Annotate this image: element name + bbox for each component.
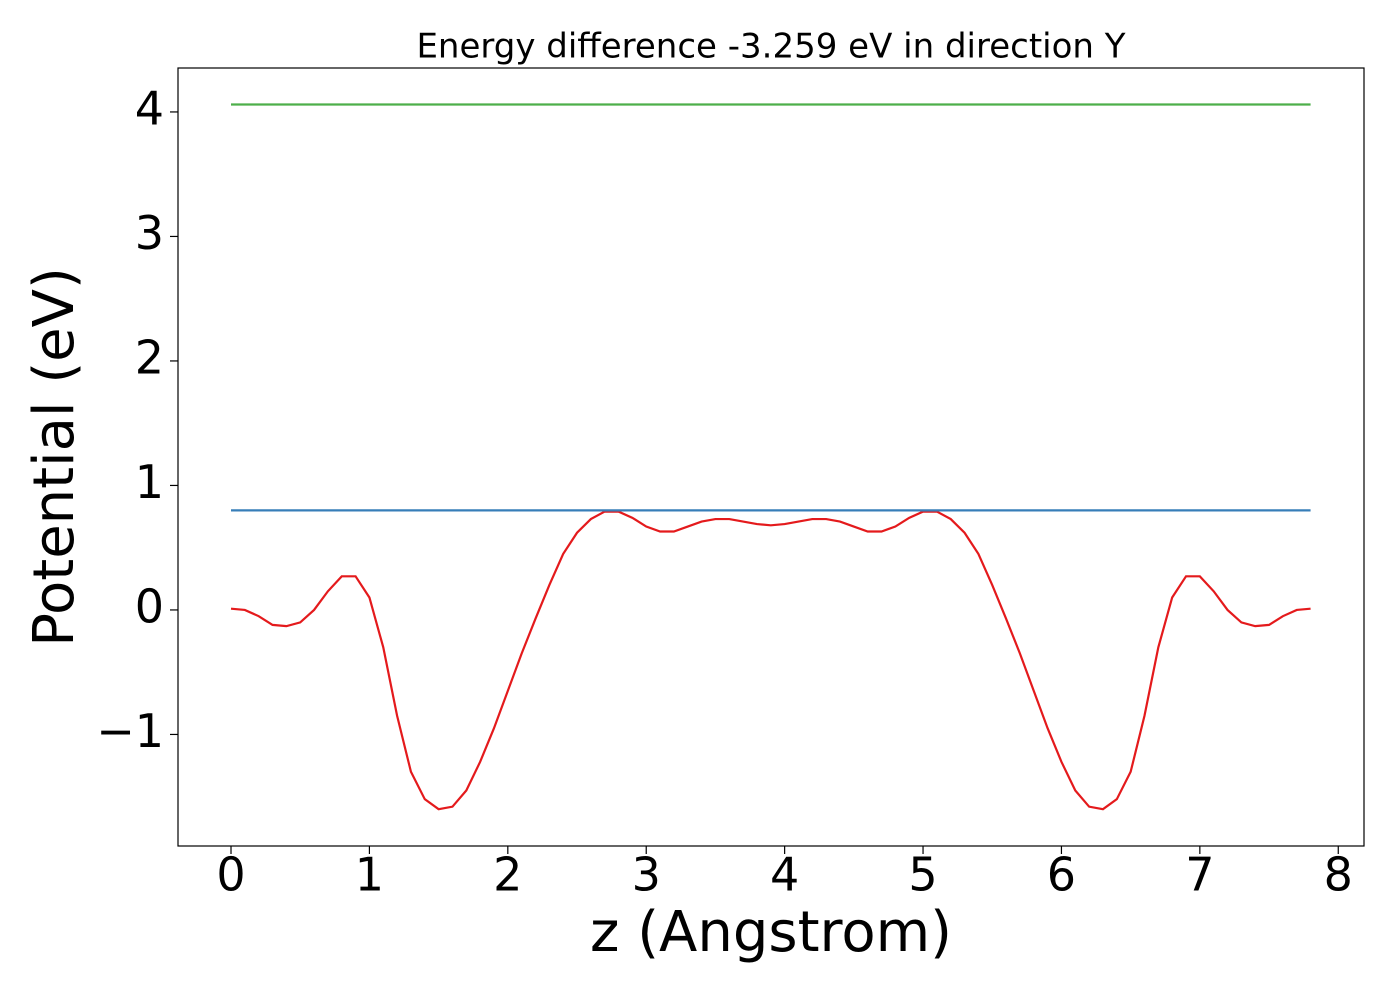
y-tick-label: 0 bbox=[135, 579, 164, 633]
x-tick-label: 1 bbox=[355, 848, 384, 902]
y-tick-label: −1 bbox=[96, 704, 164, 758]
x-tick-label: 3 bbox=[632, 848, 661, 902]
y-tick-label: 3 bbox=[135, 206, 164, 260]
y-tick-label: 2 bbox=[135, 330, 164, 384]
x-tick-label: 2 bbox=[493, 848, 522, 902]
chart-title: Energy difference -3.259 eV in direction… bbox=[416, 27, 1125, 67]
y-axis-label: Potential (eV) bbox=[22, 267, 87, 647]
x-tick-label: 0 bbox=[216, 848, 245, 902]
x-tick-label: 6 bbox=[1047, 848, 1076, 902]
x-tick-label: 8 bbox=[1324, 848, 1353, 902]
y-tick-label: 4 bbox=[135, 81, 164, 135]
x-tick-label: 5 bbox=[908, 848, 937, 902]
x-tick-label: 4 bbox=[770, 848, 799, 902]
y-tick-label: 1 bbox=[135, 455, 164, 509]
x-tick-label: 7 bbox=[1185, 848, 1214, 902]
axes-frame bbox=[177, 67, 1365, 847]
data-line bbox=[230, 510, 1311, 811]
plot-area bbox=[230, 103, 1311, 811]
x-axis-label: z (Angstrom) bbox=[590, 900, 952, 965]
